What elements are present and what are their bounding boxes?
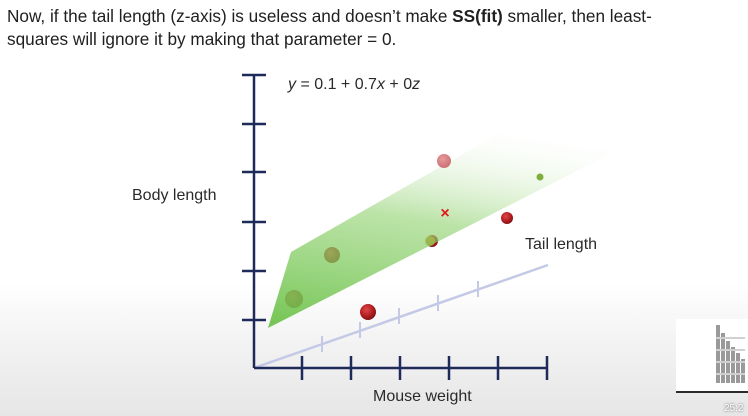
equation-part1: = 0.1 + 0.7 <box>296 76 377 93</box>
equation-x: x <box>376 76 385 93</box>
data-point <box>360 304 376 320</box>
heading-line2: squares will ignore it by making that pa… <box>7 29 397 49</box>
z-axis-line <box>253 263 549 370</box>
z-axis-label: Tail length <box>525 236 598 253</box>
data-point <box>536 173 544 181</box>
equation-part2: + 0 <box>384 76 413 93</box>
prediction-marker: × <box>440 205 449 222</box>
equation-z: z <box>412 76 421 93</box>
data-point <box>501 212 513 224</box>
slide-heading: Now, if the tail length (z-axis) is usel… <box>7 5 742 51</box>
webcam-thumbnail <box>676 319 748 393</box>
y-axis-label: Body length <box>132 187 217 204</box>
z-axis-ticks <box>321 281 479 352</box>
regression-equation: y = 0.1 + 0.7x + 0z <box>288 76 420 94</box>
data-point <box>437 154 451 168</box>
video-timestamp: 25:2 <box>724 403 744 414</box>
heading-line1-start: Now, if the tail length (z-axis) is usel… <box>7 6 453 26</box>
fitted-plane <box>268 101 622 328</box>
x-axis-label: Mouse weight <box>373 388 472 405</box>
x-axis <box>254 356 549 380</box>
y-axis <box>242 73 266 368</box>
heading-ssfit: SS(fit) <box>452 6 503 26</box>
chart-thumbnail-icon <box>676 319 748 391</box>
equation-y: y <box>288 76 296 93</box>
heading-line1-end: smaller, then least- <box>502 6 652 26</box>
data-point <box>425 236 435 246</box>
